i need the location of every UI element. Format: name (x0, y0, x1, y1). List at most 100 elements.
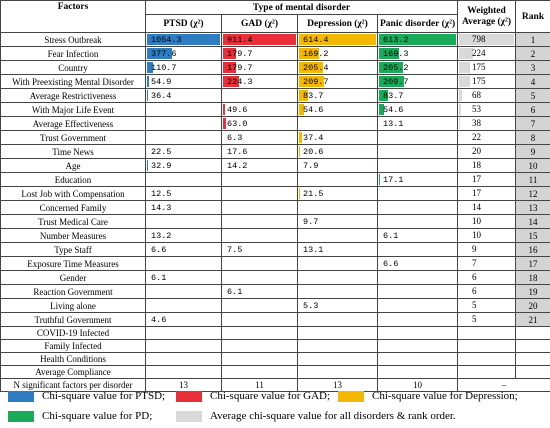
cell-value: 14.2 (227, 160, 248, 171)
data-bar (459, 104, 461, 115)
data-bar (147, 48, 172, 59)
rank: 10 (515, 158, 550, 173)
cell-value: 209.7 (303, 76, 329, 87)
cell (145, 102, 222, 117)
cell (297, 172, 378, 187)
cell-value: 6 (472, 286, 477, 296)
cell: 9.7 (297, 214, 378, 229)
cell: 6.3 (221, 130, 298, 145)
cell-value: 83.7 (383, 90, 404, 101)
data-bar (299, 146, 300, 157)
cell-value: 18 (472, 160, 482, 170)
data-bar (223, 34, 296, 45)
cell-value: 9.7 (303, 216, 319, 227)
cell (145, 256, 222, 271)
cell: 54.9 (145, 74, 222, 89)
cell: 20.6 (297, 144, 378, 159)
factor: Gender (0, 270, 146, 285)
rank (515, 339, 550, 353)
cell-value: 21.5 (303, 188, 324, 199)
rank: 3 (515, 60, 550, 75)
cell: 17 (457, 172, 517, 187)
cell: 224 (457, 46, 517, 61)
cell-value: 49.6 (227, 104, 248, 115)
cell (297, 256, 378, 271)
legend-swatch (8, 390, 34, 402)
factor: Number Measures (0, 228, 146, 243)
cell: 1054.3 (145, 32, 222, 47)
cell-value: 175 (472, 76, 486, 86)
cell: 14 (457, 200, 517, 215)
cell-value: 68 (472, 90, 482, 100)
table: Factors Type of mental disorder Weighted… (0, 0, 550, 392)
cell: 17.1 (376, 172, 459, 187)
cell: 20 (457, 144, 517, 159)
cell (221, 214, 298, 229)
data-bar (147, 34, 220, 45)
row: Number Measures 13.2 6.1 10 15 (0, 228, 550, 243)
cell-value: 37.4 (303, 132, 324, 143)
row: Exposure Time Measures 6.6 7 17 (0, 256, 550, 271)
row: With Major Life Event 49.6 54.6 54.6 53 6 (0, 102, 550, 117)
cell-value: 169.3 (383, 48, 409, 59)
factor: Average Effectiveness (0, 116, 146, 131)
cell-value: 63.0 (227, 118, 248, 129)
cell-value: 5.3 (303, 300, 319, 311)
cell (376, 365, 459, 379)
row: Gender 6.1 6 18 (0, 270, 550, 285)
rank (515, 352, 550, 366)
cell (145, 352, 222, 366)
data-bar (459, 76, 470, 87)
rank (515, 365, 550, 379)
factor: Living alone (0, 298, 146, 313)
factor: Stress Outbreak (0, 32, 146, 47)
cell-value: 38 (472, 118, 482, 128)
data-bar (379, 48, 399, 59)
cell (221, 172, 298, 187)
cell: 614.4 (297, 32, 378, 47)
rank: 14 (515, 214, 550, 229)
cell-value: 169.2 (303, 48, 329, 59)
cell (221, 186, 298, 201)
cell-value: 377.6 (151, 48, 177, 59)
cell: 63.0 (221, 116, 298, 131)
row: Country 110.7 179.7 205.4 205.2 175 3 (0, 60, 550, 75)
cell (457, 365, 517, 379)
factor: Trust Government (0, 130, 146, 145)
data-bar (379, 62, 404, 73)
header-column: GAD (χ²) (221, 14, 298, 33)
cell: 7.5 (221, 242, 298, 257)
data-bar (299, 34, 376, 45)
factor: Average Restrictiveness (0, 88, 146, 103)
factor: Concerned Family (0, 200, 146, 215)
cell: 6.1 (145, 270, 222, 285)
legend-label: Chi-square value for GAD; (210, 390, 331, 402)
cell-value: 53 (472, 104, 482, 114)
cell: 179.7 (221, 60, 298, 75)
cell (457, 326, 517, 340)
header-rank: Rank (515, 0, 550, 33)
factor: Truthful Government (0, 312, 146, 327)
cell: 83.7 (297, 88, 378, 103)
row: Reaction Government 6.1 6 19 (0, 284, 550, 299)
data-bar (299, 104, 305, 115)
legend-swatch (8, 410, 34, 422)
legend-item: Chi-square value for Depression; (338, 388, 518, 404)
cell (221, 88, 298, 103)
cell: 911.4 (221, 32, 298, 47)
row: Family Infected (0, 339, 550, 353)
cell-value: 14.3 (151, 202, 172, 213)
cell (376, 270, 459, 285)
factor: Health Conditions (0, 352, 146, 366)
cell-value: 5 (472, 314, 477, 324)
cell-value: 7.5 (227, 244, 243, 255)
cell (297, 339, 378, 353)
rank: 15 (515, 228, 550, 243)
data-bar (147, 90, 148, 101)
cell (145, 130, 222, 145)
legend-item: Chi-square value for GAD; (176, 388, 330, 404)
cell: 37.4 (297, 130, 378, 145)
cell (221, 298, 298, 313)
data-bar (223, 118, 227, 129)
